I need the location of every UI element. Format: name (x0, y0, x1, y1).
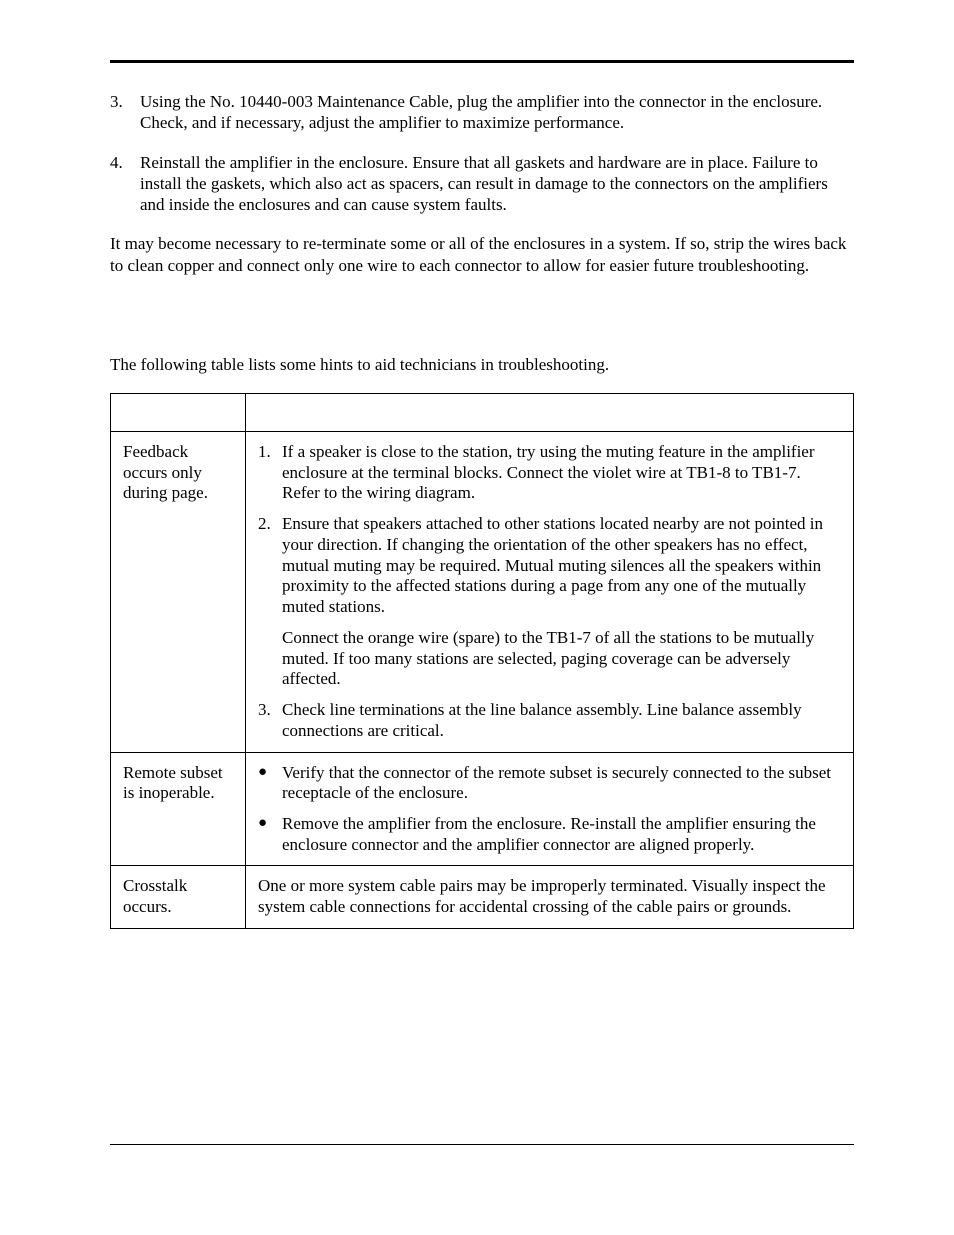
table-row: Remote subset is inoperable. ● Verify th… (111, 752, 854, 866)
symptom-cell: Remote subset is inoperable. (111, 752, 246, 866)
procedure-step: 4. Reinstall the amplifier in the enclos… (110, 152, 854, 216)
hint-number: 3. (258, 700, 282, 741)
hint-item: ● Verify that the connector of the remot… (258, 763, 841, 804)
hint-item: ● Remove the amplifier from the enclosur… (258, 814, 841, 855)
table-header-empty (246, 394, 854, 432)
hint-number: 2. (258, 514, 282, 690)
table-row: Feedback occurs only during page. 1. If … (111, 432, 854, 753)
hint-text: Ensure that speakers attached to other s… (282, 514, 841, 690)
procedure-list: 3. Using the No. 10440-003 Maintenance C… (110, 91, 854, 215)
symptom-cell: Feedback occurs only during page. (111, 432, 246, 753)
hint-number: 1. (258, 442, 282, 504)
table-intro: The following table lists some hints to … (110, 354, 854, 375)
symptom-cell: Crosstalk occurs. (111, 866, 246, 928)
bullet-icon: ● (258, 763, 282, 804)
table-header-empty (111, 394, 246, 432)
hint-text: Check line terminations at the line bala… (282, 700, 841, 741)
troubleshooting-table: Feedback occurs only during page. 1. If … (110, 393, 854, 929)
step-number: 4. (110, 152, 140, 216)
hint-text: Remove the amplifier from the enclosure.… (282, 814, 841, 855)
header-rule (110, 60, 854, 63)
hint-text: Verify that the connector of the remote … (282, 763, 841, 804)
hints-cell: One or more system cable pairs may be im… (246, 866, 854, 928)
hint-text-main: Ensure that speakers attached to other s… (282, 514, 823, 616)
procedure-step: 3. Using the No. 10440-003 Maintenance C… (110, 91, 854, 134)
hint-subtext: Connect the orange wire (spare) to the T… (282, 628, 841, 690)
step-number: 3. (110, 91, 140, 134)
hints-cell: 1. If a speaker is close to the station,… (246, 432, 854, 753)
hints-numbered-list: 1. If a speaker is close to the station,… (258, 442, 841, 742)
footer-rule (110, 1144, 854, 1145)
paragraph-retermination: It may become necessary to re-terminate … (110, 233, 854, 276)
hint-item: 3. Check line terminations at the line b… (258, 700, 841, 741)
table-header-row (111, 394, 854, 432)
hint-item: 1. If a speaker is close to the station,… (258, 442, 841, 504)
vertical-gap (110, 294, 854, 354)
hint-text: If a speaker is close to the station, tr… (282, 442, 841, 504)
table-row: Crosstalk occurs. One or more system cab… (111, 866, 854, 928)
hints-cell: ● Verify that the connector of the remot… (246, 752, 854, 866)
document-page: 3. Using the No. 10440-003 Maintenance C… (0, 0, 954, 1235)
hint-item: 2. Ensure that speakers attached to othe… (258, 514, 841, 690)
hints-bullet-list: ● Verify that the connector of the remot… (258, 763, 841, 856)
bullet-icon: ● (258, 814, 282, 855)
step-text: Using the No. 10440-003 Maintenance Cabl… (140, 91, 854, 134)
step-text: Reinstall the amplifier in the enclosure… (140, 152, 854, 216)
